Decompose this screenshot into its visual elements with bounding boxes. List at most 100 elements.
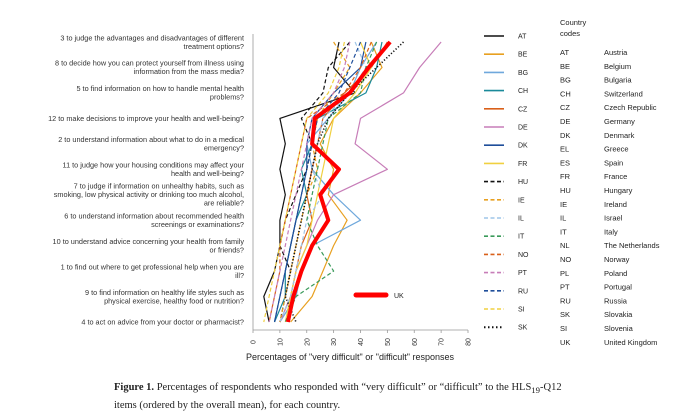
category-label: are reliable?: [204, 199, 244, 208]
category-label: or friends?: [210, 245, 244, 254]
legend-label-ch: CH: [518, 88, 528, 95]
code-country-name: Russia: [604, 296, 628, 305]
category-label: 4 to act on advice from your doctor or p…: [81, 318, 244, 327]
x-tick-label: 40: [358, 338, 365, 346]
series-line-it: [284, 41, 378, 323]
legend-label-pt: PT: [518, 270, 528, 277]
code-country-name: Spain: [604, 158, 623, 167]
code-country-name: Slovakia: [604, 310, 633, 319]
category-label: 3 to judge the advantages and disadvanta…: [60, 33, 244, 42]
code-abbrev: PL: [560, 269, 569, 278]
category-label: information from the mass media?: [134, 67, 244, 76]
category-label: smoking, low physical activity or drinki…: [54, 190, 244, 199]
legend-label-sk: SK: [518, 325, 528, 332]
x-tick-label: 0: [251, 340, 258, 344]
code-abbrev: PT: [560, 283, 570, 292]
code-abbrev: NO: [560, 255, 571, 264]
series-line-cz: [279, 41, 388, 323]
code-abbrev: IE: [560, 200, 567, 209]
series-line-hu: [279, 41, 351, 323]
category-label: 12 to make decisions to improve your hea…: [48, 114, 244, 123]
legend-label-hu: HU: [518, 179, 528, 186]
code-country-name: Bulgaria: [604, 76, 632, 85]
code-country-name: Slovenia: [604, 324, 634, 333]
legend-label-de: DE: [518, 125, 528, 132]
legend-label-no: NO: [518, 252, 529, 259]
category-label: emergency?: [204, 144, 244, 153]
series-line-uk: [285, 40, 392, 323]
category-label: health and well-being?: [171, 169, 244, 178]
category-label: screenings or examinations?: [151, 220, 244, 229]
category-label: physical exercise, healthy food or nutri…: [104, 296, 244, 305]
legend-label-at: AT: [518, 34, 527, 41]
caption-label: Figure 1.: [114, 382, 155, 393]
series-line-pt: [268, 41, 351, 323]
code-country-name: Norway: [604, 255, 630, 264]
legend-label-fr: FR: [518, 161, 527, 168]
series-line-si: [263, 41, 345, 323]
codes-title: codes: [560, 29, 580, 38]
legend-label-it: IT: [518, 234, 525, 241]
code-country-name: Belgium: [604, 62, 631, 71]
series-legend: AT BE BG CH CZ DE DK FR HU IE IL IT NO PT RU SI SK: [484, 34, 529, 332]
code-abbrev: BG: [560, 76, 571, 85]
code-abbrev: UK: [560, 338, 570, 347]
legend-label-be: BE: [518, 52, 528, 59]
country-code-legend: Country codes AT Austria BE Belgium BG Bulgaria…: [560, 18, 660, 347]
category-label: 6 to understand information about recomm…: [64, 211, 244, 220]
code-country-name: Greece: [604, 145, 629, 154]
code-abbrev: IT: [560, 227, 567, 236]
category-label: treatment options?: [184, 42, 244, 51]
code-abbrev: CH: [560, 89, 571, 98]
x-tick-label: 10: [277, 338, 284, 346]
code-abbrev: AT: [560, 48, 569, 57]
legend-label-bg: BG: [518, 70, 528, 77]
legend-label-dk: DK: [518, 143, 528, 150]
code-country-name: Portugal: [604, 283, 632, 292]
caption-text-before: Percentages of respondents who responded…: [154, 382, 532, 393]
code-country-name: Germany: [604, 117, 635, 126]
code-country-name: France: [604, 172, 627, 181]
category-label: 11 to judge how your housing conditions …: [63, 161, 245, 170]
category-label: 7 to judge if information on unhealthy h…: [74, 182, 245, 191]
category-label: 10 to understand advice concerning your …: [53, 237, 245, 246]
codes-title: Country: [560, 18, 587, 27]
code-country-name: Hungary: [604, 186, 633, 195]
code-abbrev: FR: [560, 172, 571, 181]
series-line-ie: [279, 41, 351, 323]
legend-label-cz: CZ: [518, 106, 528, 113]
code-abbrev: BE: [560, 62, 570, 71]
code-abbrev: IL: [560, 214, 566, 223]
code-country-name: Israel: [604, 214, 623, 223]
caption-text-after: -Q12 items (ordered by the overall mean)…: [114, 382, 562, 412]
code-country-name: Denmark: [604, 131, 635, 140]
x-axis: 0 10 20 30 40 50 60 70 80: [251, 330, 473, 346]
x-tick-label: 80: [466, 338, 473, 346]
legend-label-il: IL: [518, 216, 524, 223]
caption-subscript: 19: [531, 385, 541, 396]
code-abbrev: EL: [560, 145, 569, 154]
code-abbrev: DK: [560, 131, 570, 140]
x-tick-label: 70: [439, 338, 446, 346]
chart: 3 to judge the advantages and disadvanta…: [48, 18, 660, 362]
code-abbrev: DE: [560, 117, 570, 126]
code-country-name: Switzerland: [604, 89, 643, 98]
category-label: 1 to find out where to get professional …: [61, 262, 244, 271]
code-country-name: Austria: [604, 48, 628, 57]
code-abbrev: NL: [560, 241, 570, 250]
x-tick-label: 60: [412, 338, 419, 346]
x-axis-title: Percentages of "very difficult" or "diff…: [246, 352, 455, 362]
uk-inline-label: UK: [394, 293, 404, 300]
code-abbrev: SK: [560, 310, 570, 319]
category-label: 2 to understand information about what t…: [58, 135, 244, 144]
code-abbrev: HU: [560, 186, 571, 195]
code-country-name: United Kingdom: [604, 338, 657, 347]
category-label: 8 to decide how you can protect yourself…: [55, 59, 244, 68]
code-country-name: Italy: [604, 227, 618, 236]
plot-area: UK: [252, 34, 468, 331]
code-abbrev: CZ: [560, 103, 570, 112]
code-abbrev: SI: [560, 324, 567, 333]
code-abbrev: ES: [560, 158, 570, 167]
code-country-name: Ireland: [604, 200, 627, 209]
code-country-name: Poland: [604, 269, 627, 278]
